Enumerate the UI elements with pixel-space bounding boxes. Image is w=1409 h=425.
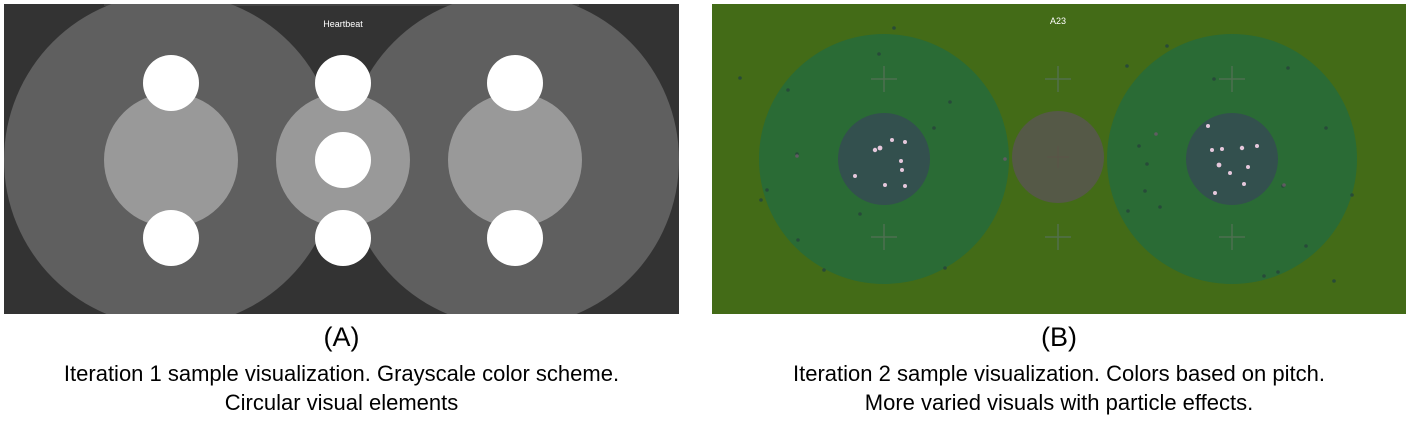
- right-inner-circle: [1186, 113, 1278, 205]
- dark-particle: [1158, 205, 1162, 209]
- particle: [1217, 163, 1222, 168]
- white-dot: [315, 210, 371, 266]
- dark-particle: [892, 26, 896, 30]
- particle: [853, 174, 857, 178]
- screen-title: Heartbeat: [323, 19, 363, 29]
- panel-a-caption-line2: Circular visual elements: [4, 388, 679, 417]
- panel-b-caption-line1: Iteration 2 sample visualization. Colors…: [712, 359, 1406, 388]
- dark-particle: [1324, 126, 1328, 130]
- dark-particle: [1125, 64, 1129, 68]
- dark-particle: [759, 198, 763, 202]
- particle: [883, 183, 887, 187]
- dark-particle: [858, 212, 862, 216]
- dark-particle: [1165, 44, 1169, 48]
- dark-particle: [1143, 189, 1147, 193]
- dark-particle: [1126, 209, 1130, 213]
- dark-particle: [738, 76, 742, 80]
- particle: [900, 168, 904, 172]
- panel-a-caption-line1: Iteration 1 sample visualization. Graysc…: [4, 359, 679, 388]
- dark-particle: [943, 266, 947, 270]
- particle: [1246, 165, 1250, 169]
- dark-particle: [822, 268, 826, 272]
- pitch-color-visualization-panel: A23: [712, 4, 1406, 314]
- white-dot: [315, 55, 371, 111]
- dark-particle: [1276, 270, 1280, 274]
- particle: [1220, 147, 1224, 151]
- dark-particle: [796, 238, 800, 242]
- dark-particle: [1145, 162, 1149, 166]
- dark-particle: [1137, 144, 1141, 148]
- particle: [1255, 144, 1259, 148]
- dark-particle: [932, 126, 936, 130]
- panel-a-label: (A): [4, 322, 679, 353]
- particle: [903, 184, 907, 188]
- particle: [903, 140, 907, 144]
- particle: [878, 146, 883, 151]
- muted-particle: [795, 154, 799, 158]
- pitch-color-visualization-canvas: A23: [712, 4, 1406, 314]
- panel-b-label: (B): [712, 322, 1406, 353]
- particle: [1206, 124, 1210, 128]
- grayscale-visualization-canvas: Heartbeat: [4, 4, 679, 314]
- left-inner-circle: [838, 113, 930, 205]
- panel-a-caption: Iteration 1 sample visualization. Graysc…: [4, 359, 679, 417]
- panel-b-caption: Iteration 2 sample visualization. Colors…: [712, 359, 1406, 417]
- white-dot: [143, 210, 199, 266]
- particle: [890, 138, 894, 142]
- particle: [873, 148, 877, 152]
- dark-particle: [948, 100, 952, 104]
- dark-particle: [877, 52, 881, 56]
- particle: [1240, 146, 1244, 150]
- dark-particle: [1332, 279, 1336, 283]
- right-inner-circle: [448, 93, 582, 227]
- muted-particle: [1154, 132, 1158, 136]
- dark-particle: [1304, 244, 1308, 248]
- dark-particle: [1262, 274, 1266, 278]
- grayscale-visualization-panel: Heartbeat: [4, 4, 679, 314]
- white-dot: [315, 132, 371, 188]
- dark-particle: [765, 188, 769, 192]
- particle: [1213, 191, 1217, 195]
- dark-particle: [1212, 77, 1216, 81]
- white-dot: [487, 210, 543, 266]
- panel-b-caption-line2: More varied visuals with particle effect…: [712, 388, 1406, 417]
- dark-particle: [1286, 66, 1290, 70]
- muted-particle: [1003, 157, 1007, 161]
- dark-particle: [1350, 193, 1354, 197]
- dark-particle: [786, 88, 790, 92]
- white-dot: [487, 55, 543, 111]
- particle: [1210, 148, 1214, 152]
- muted-particle: [1282, 183, 1286, 187]
- left-inner-circle: [104, 93, 238, 227]
- particle: [1228, 171, 1232, 175]
- particle: [1242, 182, 1246, 186]
- screen-title: A23: [1050, 16, 1066, 26]
- white-dot: [143, 55, 199, 111]
- particle: [899, 159, 903, 163]
